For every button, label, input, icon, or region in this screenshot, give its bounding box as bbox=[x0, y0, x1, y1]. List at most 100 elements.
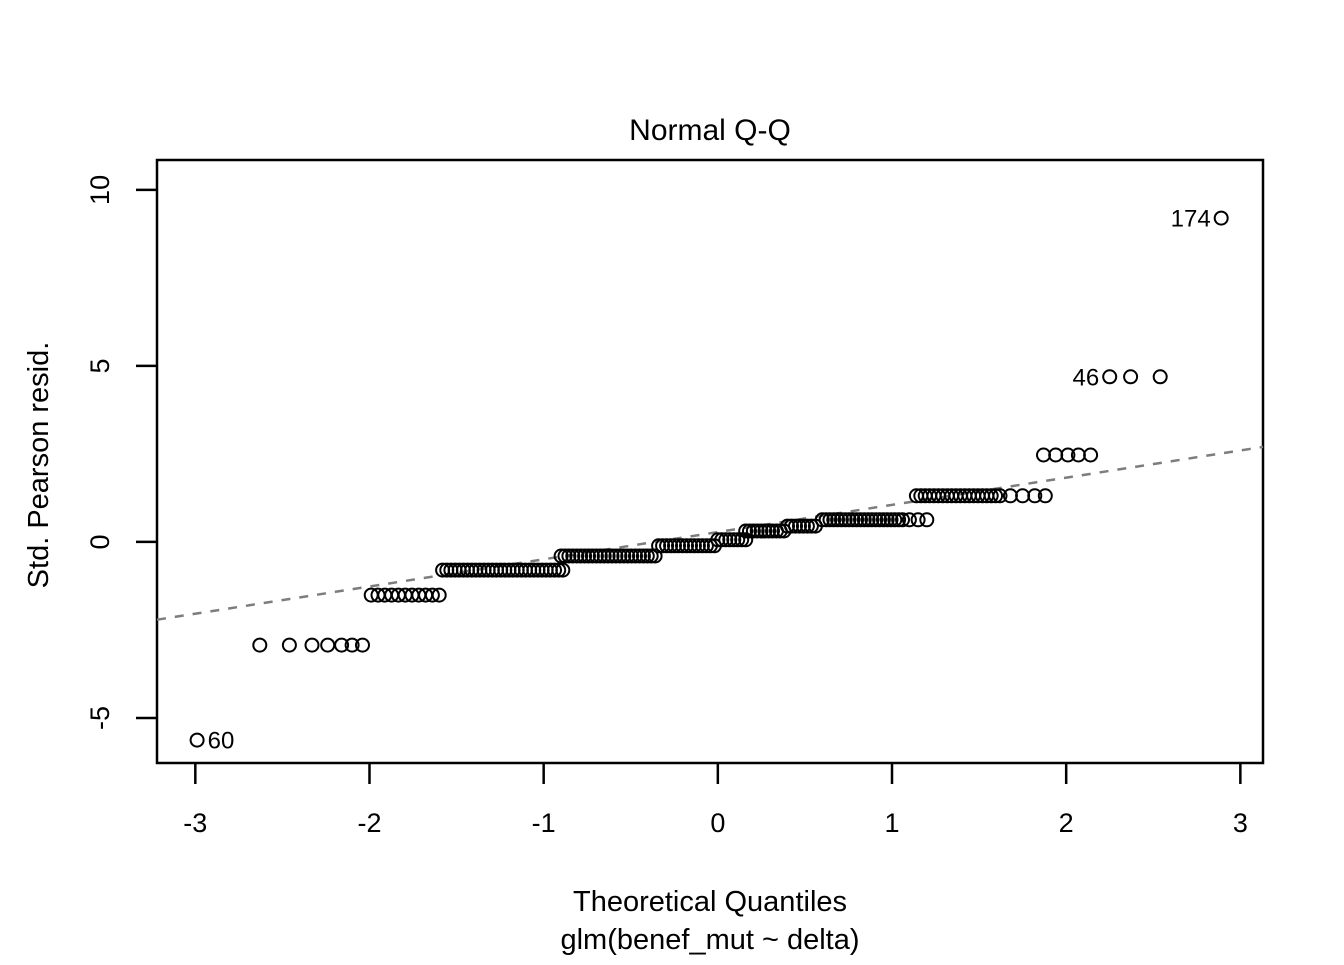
data-point bbox=[596, 548, 612, 564]
data-point bbox=[1123, 369, 1139, 385]
data-point bbox=[879, 512, 895, 528]
data-point bbox=[675, 538, 690, 554]
outlier-point-label: 174 bbox=[1171, 206, 1211, 233]
data-point bbox=[608, 548, 624, 564]
data-point bbox=[757, 523, 773, 539]
data-point bbox=[304, 637, 320, 653]
data-point bbox=[281, 637, 297, 653]
y-tick-label: -5 bbox=[85, 706, 115, 730]
data-point bbox=[822, 512, 838, 528]
data-point bbox=[895, 512, 910, 528]
data-point bbox=[730, 532, 746, 548]
data-point bbox=[814, 512, 830, 528]
x-tick-label: -3 bbox=[183, 808, 207, 838]
data-point bbox=[561, 548, 577, 564]
data-point bbox=[698, 538, 714, 554]
data-point bbox=[868, 512, 884, 528]
data-point bbox=[1036, 447, 1051, 463]
y-axis-label: Std. Pearson resid. bbox=[23, 342, 55, 589]
model-call-label: glm(benef_mut ~ delta) bbox=[560, 924, 859, 956]
data-point bbox=[1027, 488, 1043, 504]
data-point bbox=[252, 637, 268, 653]
data-point bbox=[555, 562, 571, 578]
data-point bbox=[718, 532, 734, 548]
data-point bbox=[581, 548, 596, 564]
reference-line-layer bbox=[156, 445, 1264, 621]
axis-tick-layer: -3 -2 -1 0 1 2 3 -5 0 5 10 bbox=[85, 175, 1248, 838]
data-point bbox=[643, 548, 659, 564]
data-point bbox=[334, 637, 350, 653]
data-point bbox=[547, 562, 562, 578]
outlier-labels-layer: 60 46 174 bbox=[208, 206, 1211, 755]
data-point bbox=[1015, 488, 1031, 504]
data-point bbox=[647, 548, 663, 564]
data-point bbox=[860, 512, 876, 528]
data-point bbox=[424, 587, 440, 603]
data-point bbox=[910, 512, 926, 528]
data-point bbox=[604, 548, 620, 564]
data-point bbox=[853, 512, 868, 528]
data-point bbox=[988, 488, 1004, 504]
data-point bbox=[431, 587, 447, 603]
y-tick-label: 0 bbox=[85, 534, 115, 549]
x-tick-label: -2 bbox=[357, 808, 381, 838]
data-point bbox=[864, 512, 880, 528]
data-point bbox=[745, 523, 761, 539]
data-point bbox=[761, 523, 777, 539]
data-point bbox=[872, 512, 888, 528]
data-point bbox=[612, 548, 628, 564]
data-point bbox=[799, 518, 815, 534]
data-point bbox=[845, 512, 861, 528]
data-point bbox=[655, 538, 671, 554]
data-point bbox=[849, 512, 865, 528]
data-point bbox=[738, 523, 754, 539]
data-point bbox=[749, 523, 765, 539]
x-tick-label: 2 bbox=[1059, 808, 1074, 838]
data-point bbox=[1102, 369, 1118, 385]
data-point bbox=[992, 488, 1008, 504]
data-point bbox=[1048, 447, 1064, 463]
data-point bbox=[659, 538, 675, 554]
data-point bbox=[551, 562, 567, 578]
x-axis-label: Theoretical Quantiles bbox=[573, 886, 847, 918]
data-point bbox=[683, 538, 698, 554]
data-point bbox=[919, 512, 935, 528]
data-point bbox=[830, 512, 846, 528]
data-point bbox=[569, 548, 585, 564]
data-point bbox=[624, 548, 640, 564]
data-point bbox=[639, 548, 655, 564]
data-point bbox=[734, 532, 750, 548]
data-point bbox=[616, 548, 632, 564]
data-points-layer bbox=[189, 210, 1229, 748]
data-point bbox=[792, 518, 807, 534]
data-point bbox=[901, 512, 917, 528]
outlier-point-label: 60 bbox=[208, 728, 235, 755]
data-point bbox=[592, 548, 608, 564]
x-tick-label: 0 bbox=[710, 808, 725, 838]
data-point bbox=[784, 518, 799, 534]
data-point bbox=[573, 548, 589, 564]
data-point bbox=[577, 548, 593, 564]
x-tick-label: 1 bbox=[884, 808, 899, 838]
data-point bbox=[1213, 210, 1229, 226]
data-point bbox=[557, 548, 573, 564]
data-point bbox=[753, 523, 769, 539]
data-point bbox=[189, 732, 205, 748]
data-point bbox=[588, 548, 604, 564]
data-point bbox=[826, 512, 842, 528]
outlier-point-label: 46 bbox=[1072, 364, 1099, 391]
data-point bbox=[765, 523, 780, 539]
data-point bbox=[679, 538, 694, 554]
data-point bbox=[883, 512, 899, 528]
data-point bbox=[628, 548, 643, 564]
data-point bbox=[600, 548, 616, 564]
chart-title: Normal Q-Q bbox=[629, 114, 791, 147]
data-point bbox=[788, 518, 803, 534]
data-point bbox=[837, 512, 853, 528]
qq-reference-line bbox=[156, 445, 1264, 621]
data-point bbox=[841, 512, 857, 528]
data-point bbox=[565, 548, 581, 564]
x-tick-label: -1 bbox=[532, 808, 556, 838]
data-point bbox=[722, 532, 738, 548]
